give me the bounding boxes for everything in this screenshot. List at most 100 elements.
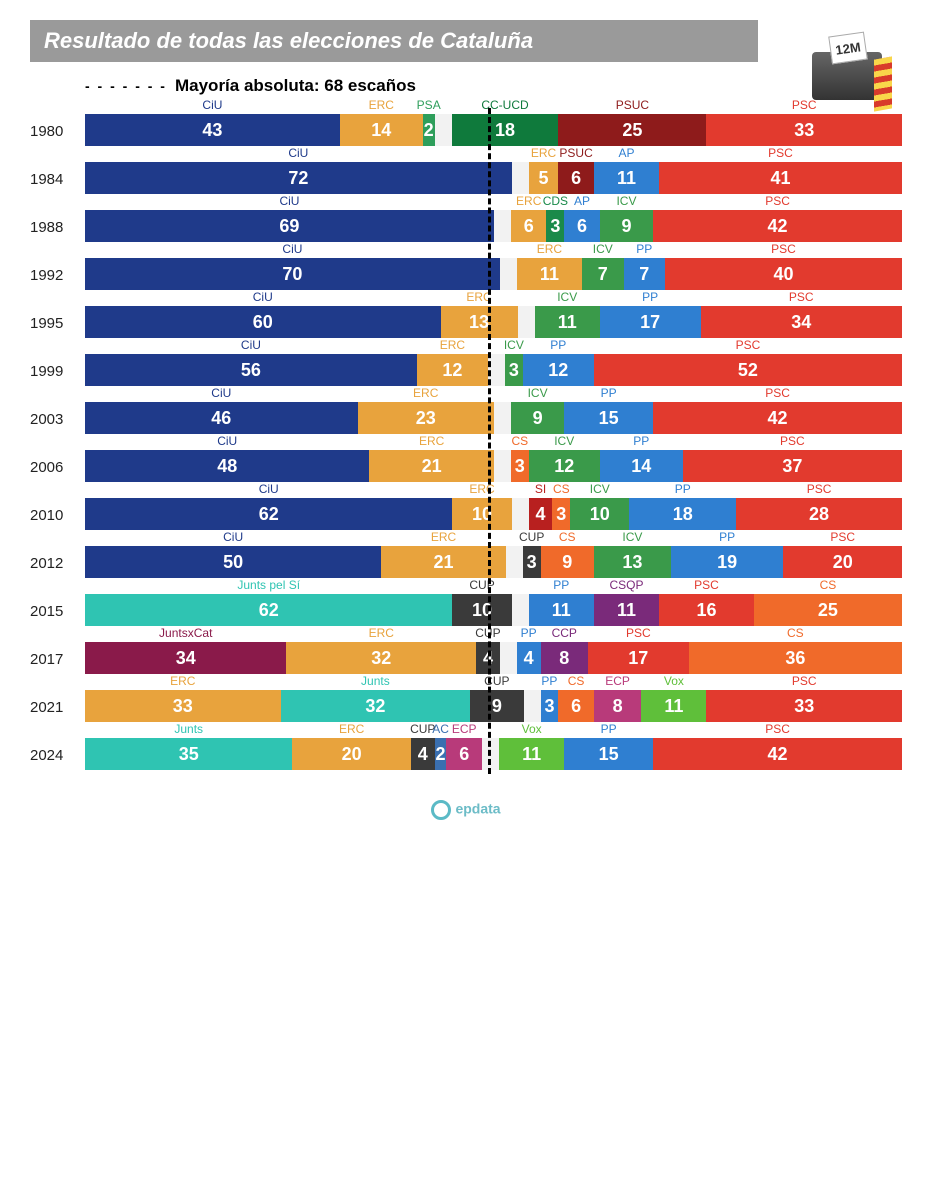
bar-segment: 33PSC: [706, 114, 902, 146]
right-bloc: 11Vox15PP42PSC: [482, 738, 902, 770]
left-bloc: 48CiU21ERC: [85, 450, 494, 482]
bar-segment: 7ICV: [582, 258, 623, 290]
bar-segment: 3CDS: [546, 210, 564, 242]
year-label: 1999: [30, 363, 85, 386]
bar-segment: 14PP: [600, 450, 683, 482]
party-label: Junts: [174, 722, 203, 736]
bar-segment: 20PSC: [783, 546, 902, 578]
election-row: 199270CiU11ERC7ICV7PP40PSC: [30, 258, 902, 290]
bars-wrap: 43CiU14ERC2PSA18CC-UCD25PSUC33PSC: [85, 114, 902, 146]
bar-segment: 60CiU: [85, 306, 441, 338]
chart-area: 198043CiU14ERC2PSA18CC-UCD25PSUC33PSC 198…: [30, 114, 902, 770]
party-label: PSC: [626, 626, 651, 640]
party-label: PSC: [792, 98, 817, 112]
party-label: ICV: [504, 338, 524, 352]
bar-segment: 16PSC: [659, 594, 754, 626]
bar-segment: 2AC: [435, 738, 447, 770]
bar-segment: 70CiU: [85, 258, 500, 290]
bar-segment: 9CS: [541, 546, 594, 578]
election-row: 200346CiU23ERC9ICV15PP42PSC: [30, 402, 902, 434]
bar-segment: 42PSC: [653, 402, 902, 434]
party-label: ERC: [413, 386, 438, 400]
election-row: 198043CiU14ERC2PSA18CC-UCD25PSUC33PSC: [30, 114, 902, 146]
party-label: JuntsxCat: [159, 626, 212, 640]
party-label: ERC: [431, 530, 456, 544]
bar-segment: 3CUP: [523, 546, 541, 578]
party-label: Vox: [522, 722, 542, 736]
party-label: CUP: [519, 530, 544, 544]
party-label: PSC: [792, 674, 817, 688]
party-label: CiU: [217, 434, 237, 448]
party-label: ERC: [531, 146, 556, 160]
party-label: PSC: [736, 338, 761, 352]
party-label: ERC: [516, 194, 541, 208]
party-label: CiU: [253, 290, 273, 304]
bars-wrap: 72CiU5ERC6PSUC11AP41PSC: [85, 162, 902, 194]
year-label: 2021: [30, 699, 85, 722]
party-label: Vox: [664, 674, 684, 688]
party-label: ICV: [557, 290, 577, 304]
bar-segment: 28PSC: [736, 498, 902, 530]
party-label: PP: [550, 338, 566, 352]
catalan-flag-icon: [874, 56, 892, 111]
bar-segment: 12ERC: [417, 354, 488, 386]
party-label: PP: [719, 530, 735, 544]
bars-wrap: 46CiU23ERC9ICV15PP42PSC: [85, 402, 902, 434]
bar-segment: 17PSC: [588, 642, 689, 674]
bar-segment: 3PP: [541, 690, 559, 722]
bars-wrap: 50CiU21ERC3CUP9CS13ICV19PP20PSC: [85, 546, 902, 578]
bar-segment: 11Vox: [499, 738, 564, 770]
party-label: PSC: [765, 194, 790, 208]
right-bloc: 11ERC7ICV7PP40PSC: [500, 258, 902, 290]
right-bloc: 4SI3CS10ICV18PP28PSC: [512, 498, 902, 530]
right-bloc: 3CUP9CS13ICV19PP20PSC: [506, 546, 902, 578]
year-label: 2012: [30, 555, 85, 578]
party-label: ECP: [452, 722, 477, 736]
bar-segment: 3ICV: [505, 354, 523, 386]
party-label: PSC: [768, 146, 793, 160]
ballot-box-icon: 12M: [812, 52, 882, 100]
party-label: ECP: [605, 674, 630, 688]
party-label: ICV: [622, 530, 642, 544]
party-label: PSC: [830, 530, 855, 544]
year-label: 1995: [30, 315, 85, 338]
bar-segment: 10ICV: [570, 498, 629, 530]
bar-segment: 11PP: [529, 594, 594, 626]
party-label: CS: [559, 530, 576, 544]
ballot-paper: 12M: [828, 32, 868, 65]
epdata-logo-icon: [431, 800, 451, 820]
bar-segment: 52PSC: [594, 354, 902, 386]
party-label: AP: [618, 146, 634, 160]
party-label: ERC: [369, 626, 394, 640]
bar-segment: 4PP: [517, 642, 541, 674]
bar-segment: 14ERC: [340, 114, 423, 146]
party-label: ICV: [616, 194, 636, 208]
bar-segment: 18PP: [629, 498, 736, 530]
majority-legend: - - - - - - - Mayoría absoluta: 68 escañ…: [85, 76, 902, 96]
party-label: PSC: [694, 578, 719, 592]
year-label: 2024: [30, 747, 85, 770]
bar-segment: 43CiU: [85, 114, 340, 146]
party-label: PSC: [807, 482, 832, 496]
election-logo: 12M: [802, 32, 892, 102]
party-label: CS: [787, 626, 804, 640]
bar-segment: 37PSC: [683, 450, 902, 482]
party-label: CSQP: [609, 578, 643, 592]
bar-segment: 34JuntsxCat: [85, 642, 286, 674]
year-label: 2003: [30, 411, 85, 434]
party-label: ERC: [170, 674, 195, 688]
election-row: 198472CiU5ERC6PSUC11AP41PSC: [30, 162, 902, 194]
left-bloc: 72CiU: [85, 162, 512, 194]
party-label: PSC: [789, 290, 814, 304]
election-row: 201250CiU21ERC3CUP9CS13ICV19PP20PSC: [30, 546, 902, 578]
bar-segment: 50CiU: [85, 546, 381, 578]
party-label: CDS: [543, 194, 568, 208]
bar-segment: 11AP: [594, 162, 659, 194]
election-row: 198869CiU6ERC3CDS6AP9ICV42PSC: [30, 210, 902, 242]
party-label: ICV: [554, 434, 574, 448]
party-label: PSC: [771, 242, 796, 256]
bar-segment: 35Junts: [85, 738, 292, 770]
election-row: 199560CiU13ERC11ICV17PP34PSC: [30, 306, 902, 338]
party-label: PP: [601, 722, 617, 736]
bar-segment: 11ICV: [535, 306, 600, 338]
